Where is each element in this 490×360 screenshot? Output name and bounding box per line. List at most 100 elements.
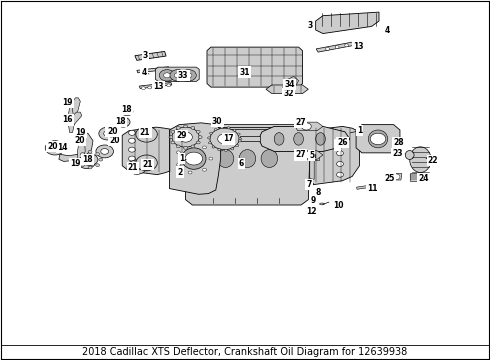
Circle shape xyxy=(176,151,180,154)
Polygon shape xyxy=(187,127,309,129)
Circle shape xyxy=(237,133,240,135)
Polygon shape xyxy=(357,185,369,189)
Text: 29: 29 xyxy=(176,131,186,140)
Circle shape xyxy=(202,146,206,149)
Circle shape xyxy=(208,142,211,144)
Polygon shape xyxy=(77,132,85,164)
Polygon shape xyxy=(139,82,172,89)
Circle shape xyxy=(202,168,206,171)
Polygon shape xyxy=(68,102,75,132)
Circle shape xyxy=(184,125,188,128)
Ellipse shape xyxy=(368,130,388,148)
Text: 7: 7 xyxy=(307,180,312,189)
Circle shape xyxy=(196,130,200,133)
Text: 27: 27 xyxy=(295,118,306,127)
Polygon shape xyxy=(410,173,420,181)
Circle shape xyxy=(174,73,181,78)
Circle shape xyxy=(83,159,91,165)
Text: 10: 10 xyxy=(333,201,344,210)
Circle shape xyxy=(142,87,146,90)
Circle shape xyxy=(212,146,215,148)
Text: 11: 11 xyxy=(368,184,378,193)
Circle shape xyxy=(160,85,164,87)
Circle shape xyxy=(210,128,239,150)
Ellipse shape xyxy=(294,133,303,145)
Circle shape xyxy=(344,44,348,47)
Circle shape xyxy=(210,132,213,134)
Text: 20: 20 xyxy=(74,136,85,145)
Circle shape xyxy=(188,143,192,146)
Circle shape xyxy=(191,126,195,129)
Circle shape xyxy=(136,155,157,171)
Circle shape xyxy=(99,158,103,161)
Text: 32: 32 xyxy=(283,89,294,98)
Text: 5: 5 xyxy=(309,151,314,160)
Polygon shape xyxy=(240,136,260,141)
Circle shape xyxy=(88,150,92,153)
Circle shape xyxy=(96,164,99,167)
Circle shape xyxy=(239,140,242,142)
Circle shape xyxy=(128,138,135,143)
Text: 18: 18 xyxy=(115,117,125,126)
Text: 21: 21 xyxy=(128,163,138,172)
Circle shape xyxy=(337,140,343,145)
Ellipse shape xyxy=(182,148,206,169)
Circle shape xyxy=(183,73,190,78)
Polygon shape xyxy=(155,67,199,81)
Ellipse shape xyxy=(316,133,325,145)
Circle shape xyxy=(370,133,386,145)
Polygon shape xyxy=(316,42,356,52)
Circle shape xyxy=(101,149,109,154)
Text: 13: 13 xyxy=(353,42,363,51)
Circle shape xyxy=(209,157,213,160)
Circle shape xyxy=(185,152,202,165)
Circle shape xyxy=(171,130,175,133)
Polygon shape xyxy=(312,157,318,160)
Polygon shape xyxy=(137,67,170,73)
Ellipse shape xyxy=(196,150,212,167)
Circle shape xyxy=(179,132,193,142)
Circle shape xyxy=(82,154,98,165)
Polygon shape xyxy=(310,131,314,179)
Ellipse shape xyxy=(405,150,414,159)
Text: 1: 1 xyxy=(179,154,184,163)
Circle shape xyxy=(96,153,99,156)
Circle shape xyxy=(142,131,151,138)
Circle shape xyxy=(164,73,171,78)
Bar xyxy=(187,124,309,127)
Text: 34: 34 xyxy=(284,80,294,89)
Circle shape xyxy=(128,165,135,170)
Circle shape xyxy=(116,117,130,127)
Ellipse shape xyxy=(217,150,234,167)
Text: 1: 1 xyxy=(357,126,362,135)
Circle shape xyxy=(184,147,188,149)
Circle shape xyxy=(159,69,175,81)
Circle shape xyxy=(96,145,114,158)
Circle shape xyxy=(88,166,92,169)
Text: 19: 19 xyxy=(75,128,86,137)
Circle shape xyxy=(198,136,202,139)
Circle shape xyxy=(301,152,311,158)
Ellipse shape xyxy=(274,133,284,145)
Text: 12: 12 xyxy=(307,207,317,216)
Circle shape xyxy=(214,129,217,131)
Circle shape xyxy=(169,136,173,139)
Circle shape xyxy=(104,131,112,136)
Text: 2018 Cadillac XTS Deflector, Crankshaft Oil Diagram for 12639938: 2018 Cadillac XTS Deflector, Crankshaft … xyxy=(82,347,408,357)
Polygon shape xyxy=(259,126,350,152)
Circle shape xyxy=(171,141,175,144)
Ellipse shape xyxy=(319,203,324,205)
Polygon shape xyxy=(266,85,308,94)
Ellipse shape xyxy=(315,190,319,192)
Polygon shape xyxy=(309,126,360,185)
Circle shape xyxy=(132,164,141,170)
Polygon shape xyxy=(170,123,220,194)
Text: 6: 6 xyxy=(239,159,244,168)
Circle shape xyxy=(128,156,135,161)
Text: 19: 19 xyxy=(70,159,80,168)
Text: 24: 24 xyxy=(418,174,429,183)
Circle shape xyxy=(218,149,220,151)
Polygon shape xyxy=(72,98,80,116)
Polygon shape xyxy=(288,76,298,84)
Polygon shape xyxy=(207,47,302,87)
